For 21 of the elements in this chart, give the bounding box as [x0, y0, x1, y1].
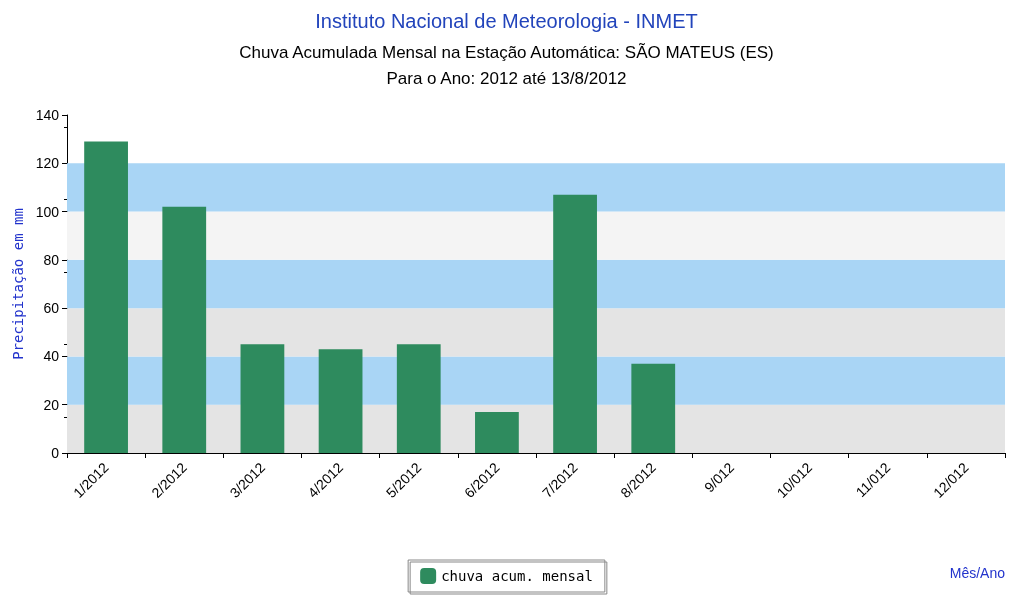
text: Mês/Ano — [949, 565, 1006, 581]
bar — [318, 349, 363, 453]
y-tick-label: 100 — [35, 203, 60, 220]
y-tick-label: 40 — [43, 348, 60, 365]
legend-label: chuva acum. mensal — [441, 568, 593, 584]
y-tick-label: 0 — [51, 445, 60, 461]
bar — [84, 141, 128, 453]
chart-title: Instituto Nacional de Meteorologia - INMET — [315, 10, 698, 32]
bar — [475, 411, 519, 453]
bar — [240, 344, 285, 453]
y-tick-label: 120 — [35, 155, 60, 172]
bar — [396, 344, 441, 453]
y-tick-label: 140 — [35, 107, 60, 123]
chart-subtitle: Chuva Acumulada Mensal na Estação Automática: SÃO MATEUS (ES) Para o Ano: 2012 até 13/8/2012 — [239, 42, 774, 88]
bar — [631, 363, 676, 453]
bar — [162, 206, 207, 453]
bar — [553, 194, 597, 453]
y-tick-label: 60 — [43, 300, 60, 317]
y-axis-title: Precipitação em mm — [9, 208, 26, 360]
y-tick-label: 80 — [43, 251, 60, 268]
y-tick-label: 20 — [43, 396, 60, 413]
